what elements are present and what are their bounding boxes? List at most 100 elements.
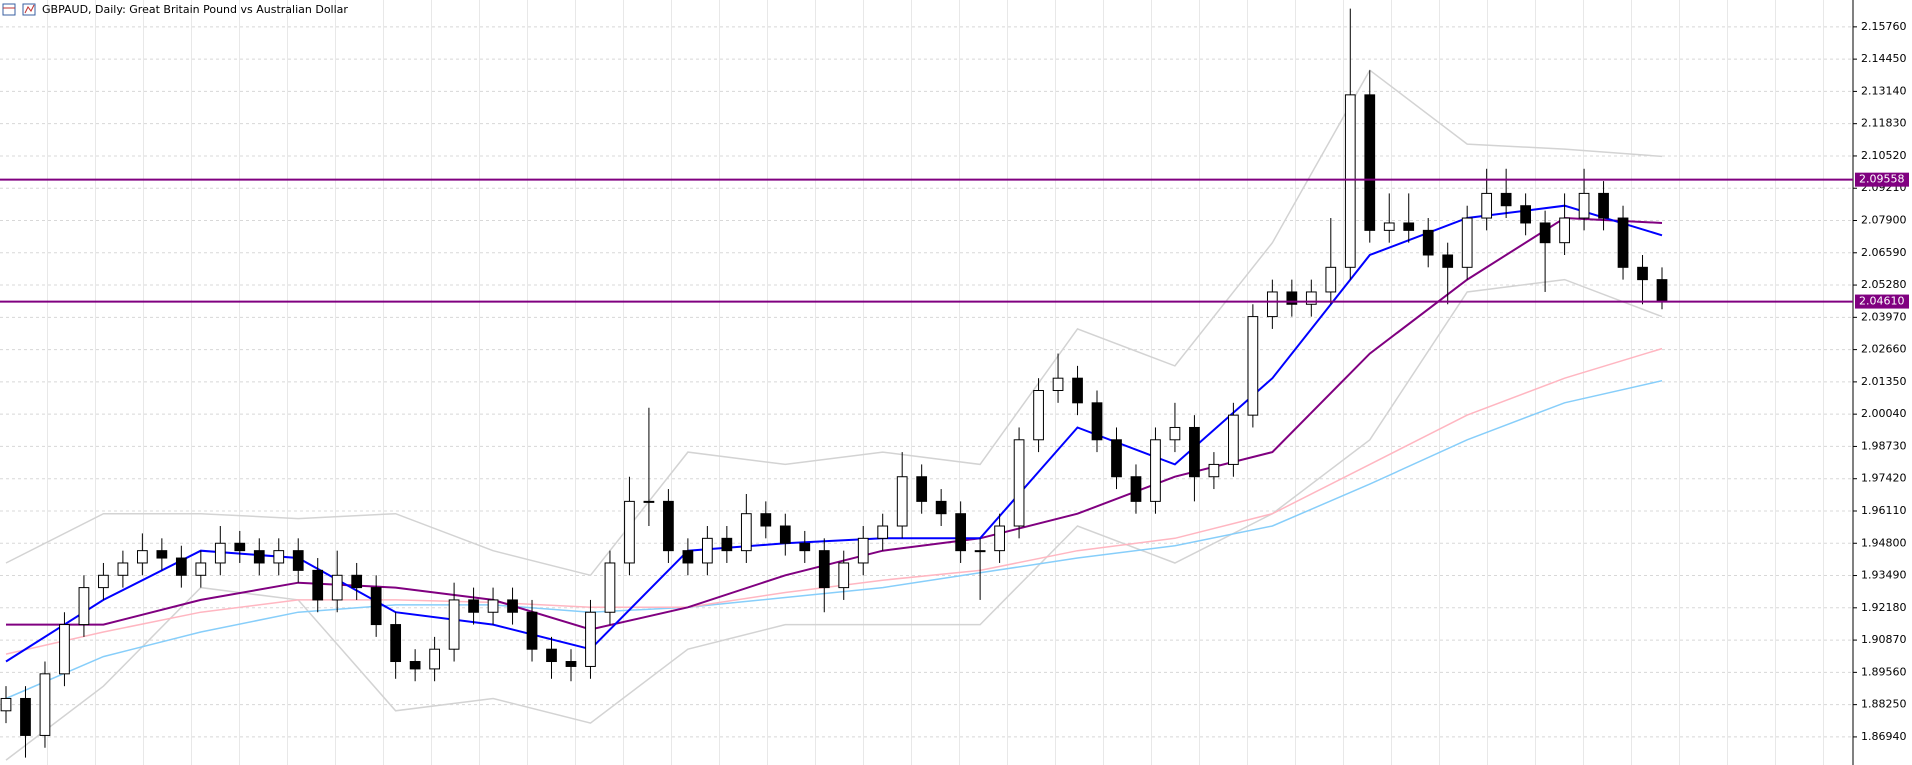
candle-body: [1052, 377, 1064, 392]
header-icons: [2, 3, 36, 16]
candle-body: [643, 500, 655, 503]
candle-body: [1500, 192, 1512, 207]
candle-body: [1208, 463, 1220, 478]
candle-body: [1325, 266, 1337, 293]
candle-body: [838, 562, 850, 589]
chart-title: GBPAUD, Daily: Great Britain Pound vs Au…: [42, 3, 348, 16]
candle-body: [507, 599, 518, 613]
candle-body: [624, 500, 635, 564]
candle-body: [740, 513, 752, 552]
candle-body: [253, 550, 265, 564]
candle-body: [721, 537, 733, 552]
y-tick-label: 1.89560: [1861, 665, 1907, 678]
candle-body: [1617, 217, 1629, 268]
candles: [0, 8, 1668, 758]
candle-body: [156, 550, 168, 559]
y-tick-label: 2.15760: [1861, 20, 1907, 33]
candle-body: [1422, 229, 1434, 256]
candle-body: [429, 648, 440, 670]
candle-body: [1539, 222, 1551, 244]
level-tag: [1855, 294, 1909, 309]
candle-body: [39, 673, 51, 736]
candle-body: [565, 661, 577, 667]
candle-body: [273, 550, 285, 564]
y-tick-label: 2.02660: [1861, 343, 1907, 356]
candle-body: [1364, 94, 1376, 231]
candle-body: [1228, 414, 1239, 465]
candle-body: [1383, 222, 1395, 231]
y-tick-label: 1.96110: [1861, 504, 1907, 517]
indicator-line: [6, 216, 1663, 631]
candle-body: [1150, 439, 1161, 502]
y-tick-label: 1.98730: [1861, 439, 1907, 452]
candle-body: [760, 513, 772, 527]
y-tick-label: 2.06590: [1861, 246, 1907, 259]
candle-body: [896, 476, 908, 527]
y-tick-label: 2.11830: [1861, 117, 1907, 130]
candle-body: [1111, 439, 1122, 478]
y-tick-label: 1.97420: [1861, 472, 1907, 485]
candle-body: [526, 611, 538, 650]
candle-body: [916, 476, 928, 502]
candle-body: [1266, 291, 1278, 318]
indicator-line: [5, 69, 1663, 577]
candle-body: [409, 661, 421, 670]
candle-body: [1559, 217, 1570, 244]
y-tick-label: 2.05280: [1861, 278, 1907, 291]
candle-body: [59, 624, 70, 675]
y-tick-label: 2.14450: [1861, 52, 1907, 65]
candle-body: [1481, 192, 1493, 219]
candle-body: [799, 542, 811, 552]
y-tick-label: 1.93490: [1861, 569, 1907, 582]
candle-body: [195, 562, 207, 576]
indicator-line: [5, 347, 1663, 655]
candle-body: [1656, 279, 1668, 303]
candle-body: [877, 525, 889, 539]
candle-body: [351, 574, 363, 589]
y-tick-label: 2.00040: [1861, 407, 1907, 420]
candle-body: [1189, 426, 1200, 478]
y-tick-label: 1.86940: [1861, 730, 1907, 743]
candle-body: [974, 550, 986, 553]
candle-body: [370, 587, 382, 626]
candle-body: [1033, 390, 1044, 441]
candle-body: [585, 611, 596, 667]
candle-body: [1169, 426, 1181, 441]
candle-body: [546, 648, 557, 663]
candle-body: [78, 587, 90, 626]
candle-body: [390, 624, 402, 663]
candle-body: [1520, 205, 1531, 224]
indicators: [5, 69, 1663, 761]
candle-body: [98, 574, 109, 589]
y-tick-label: 2.10520: [1861, 149, 1907, 162]
candle-body: [234, 542, 246, 552]
candle-body: [701, 537, 713, 564]
candle-body: [1403, 222, 1415, 231]
candle-body: [1578, 192, 1590, 219]
candle-body: [857, 537, 869, 564]
candle-body: [935, 500, 947, 515]
y-tick-label: 1.88250: [1861, 698, 1907, 711]
candle-body: [818, 550, 830, 589]
candle-body: [779, 525, 791, 544]
candle-body: [604, 562, 616, 613]
candle-body: [682, 550, 694, 564]
y-tick-label: 1.92180: [1861, 601, 1907, 614]
candle-body: [468, 599, 479, 613]
candle-body: [448, 599, 460, 650]
y-tick-label: 2.13140: [1861, 84, 1907, 97]
candle-body: [1286, 291, 1298, 305]
candle-body: [0, 697, 12, 712]
y-tick-label: 2.01350: [1861, 375, 1907, 388]
candle-body: [1072, 377, 1083, 404]
candle-body: [117, 562, 129, 576]
indicator-line: [5, 278, 1663, 761]
candle-body: [487, 599, 499, 613]
candle-body: [331, 574, 343, 601]
candle-body: [137, 550, 148, 564]
candle-body: [1247, 316, 1259, 416]
indicator-line: [5, 379, 1663, 700]
candle-body: [1130, 476, 1142, 502]
